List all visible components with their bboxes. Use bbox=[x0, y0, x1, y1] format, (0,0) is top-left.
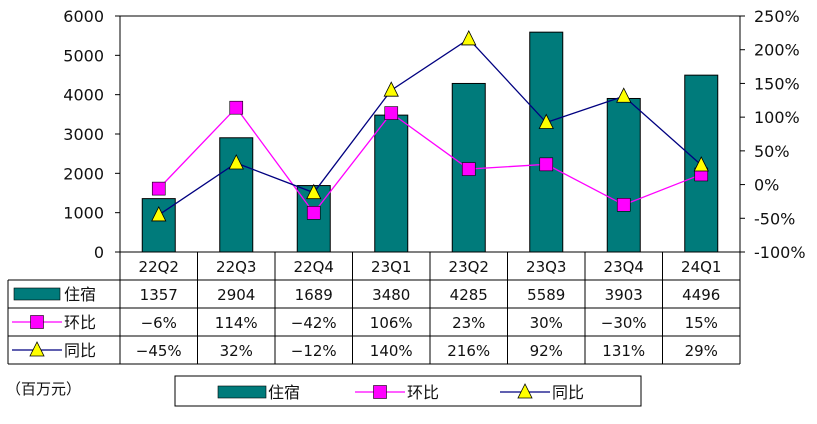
table-key-同比 bbox=[29, 341, 45, 357]
bar-23Q1 bbox=[374, 114, 409, 253]
table-cell: 106% bbox=[370, 314, 413, 332]
legend-key-marker bbox=[373, 385, 387, 399]
table-cell: 216% bbox=[447, 342, 490, 360]
table-cell: 2904 bbox=[217, 286, 255, 304]
table-series-name: 环比 bbox=[64, 313, 96, 332]
chart-frame bbox=[119, 15, 741, 253]
table-key-住宿 bbox=[13, 287, 61, 301]
table-cell: 114% bbox=[215, 314, 258, 332]
right-tick-label: -100% bbox=[754, 243, 806, 262]
table-cell: 140% bbox=[370, 342, 413, 360]
table-cell: −45% bbox=[136, 342, 182, 360]
bar-23Q3 bbox=[529, 31, 564, 253]
left-tick-label: 2000 bbox=[63, 164, 104, 183]
bar-24Q1 bbox=[684, 74, 719, 253]
point-同比-23Q3 bbox=[538, 113, 554, 129]
right-tick-label: 50% bbox=[754, 142, 790, 161]
legend-key-bar bbox=[217, 385, 267, 399]
table-cell: 30% bbox=[530, 314, 563, 332]
bar-23Q4 bbox=[606, 97, 641, 253]
category-label: 22Q2 bbox=[139, 258, 179, 276]
table-cell: 92% bbox=[530, 342, 563, 360]
point-同比-23Q2 bbox=[461, 30, 477, 46]
category-label: 23Q2 bbox=[449, 258, 489, 276]
point-同比-22Q2 bbox=[151, 206, 167, 222]
table-cell: 32% bbox=[220, 342, 253, 360]
point-环比-23Q3 bbox=[539, 157, 554, 172]
right-tick-label: 250% bbox=[754, 7, 800, 26]
table-cell: 4285 bbox=[450, 286, 488, 304]
axes: 0 1000 2000 3000 4000 5000 6000 -100% -50% 0% 50% 1… bbox=[63, 7, 805, 262]
category-label: 22Q4 bbox=[294, 258, 334, 276]
point-环比-22Q2 bbox=[151, 181, 166, 196]
legend-label: 住宿 bbox=[268, 383, 300, 402]
table-series-name: 同比 bbox=[64, 341, 96, 360]
table-cell: 15% bbox=[685, 314, 718, 332]
line-series bbox=[151, 30, 709, 222]
bar-series bbox=[141, 31, 719, 253]
right-tick-label: 0% bbox=[754, 176, 779, 195]
line-环比 bbox=[158, 106, 702, 214]
point-环比-23Q2 bbox=[461, 162, 476, 176]
data-table: 22Q2 22Q3 22Q4 23Q1 23Q2 23Q3 23Q4 24Q1 住宿 1357 29… bbox=[7, 252, 741, 365]
point-环比-23Q4 bbox=[616, 198, 631, 212]
right-tick-label: 150% bbox=[754, 74, 800, 93]
plot-area bbox=[119, 15, 741, 253]
point-同比-22Q3 bbox=[228, 154, 244, 170]
category-label: 22Q3 bbox=[216, 258, 256, 276]
point-同比-24Q1 bbox=[693, 156, 709, 172]
table-cell: 23% bbox=[452, 314, 485, 332]
legend-label: 同比 bbox=[552, 383, 584, 402]
unit-note: （百万元） bbox=[6, 380, 81, 398]
table-key-环比 bbox=[30, 315, 44, 329]
legend: 住宿 环比 同比 bbox=[174, 375, 642, 407]
table-cell: 131% bbox=[602, 342, 645, 360]
left-tick-label: 0 bbox=[94, 243, 104, 262]
left-tick-label: 3000 bbox=[63, 125, 104, 144]
category-label: 24Q1 bbox=[681, 258, 721, 276]
point-同比-23Q1 bbox=[383, 81, 399, 97]
table-cell: −12% bbox=[291, 342, 337, 360]
table-cell: 1357 bbox=[140, 286, 178, 304]
point-环比-22Q3 bbox=[229, 100, 244, 115]
left-tick-label: 4000 bbox=[63, 86, 104, 105]
point-同比-22Q4 bbox=[306, 183, 322, 200]
table-series-name: 住宿 bbox=[64, 285, 96, 304]
left-tick-label: 5000 bbox=[63, 46, 104, 65]
category-label: 23Q3 bbox=[526, 258, 566, 276]
legend-label: 环比 bbox=[407, 383, 439, 402]
right-tick-label: 200% bbox=[754, 41, 800, 60]
category-label: 23Q1 bbox=[371, 258, 411, 276]
left-tick-label: 1000 bbox=[63, 204, 104, 223]
table-cell: 1689 bbox=[295, 286, 333, 304]
left-tick-label: 6000 bbox=[63, 7, 104, 26]
table-cell: 29% bbox=[685, 342, 718, 360]
category-label: 23Q4 bbox=[604, 258, 644, 276]
table-cell: 4496 bbox=[682, 286, 720, 304]
table-cell: −42% bbox=[291, 314, 337, 332]
right-tick-label: -50% bbox=[754, 209, 795, 228]
point-同比-23Q4 bbox=[616, 87, 632, 103]
table-cell: 5589 bbox=[527, 286, 565, 304]
point-环比-23Q1 bbox=[384, 106, 399, 120]
line-同比 bbox=[158, 38, 702, 216]
table-cell: −6% bbox=[141, 314, 177, 332]
point-环比-22Q4 bbox=[306, 206, 321, 220]
right-tick-label: 100% bbox=[754, 108, 800, 127]
table-cell: 3903 bbox=[605, 286, 643, 304]
table-cell: 3480 bbox=[372, 286, 410, 304]
legend-key-marker bbox=[517, 383, 533, 399]
table-cell: −30% bbox=[601, 314, 647, 332]
